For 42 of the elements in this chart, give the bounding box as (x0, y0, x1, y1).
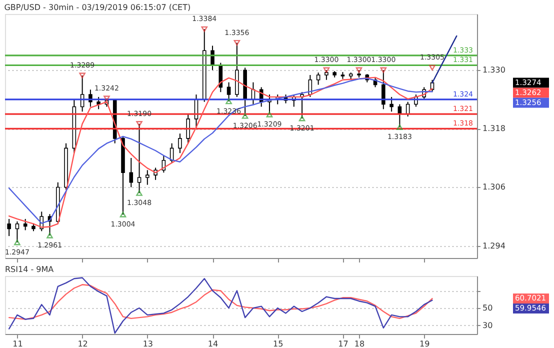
point (201, 26, 208, 32)
y-tick-label: 1.294 (482, 241, 506, 250)
x-tick-label: 14 (208, 340, 218, 348)
point (242, 113, 248, 119)
line-series (8, 284, 433, 320)
candlestick (178, 133, 182, 154)
x-tick-label: 18 (354, 340, 365, 348)
point (396, 124, 403, 130)
chart-title: GBP/USD - 30min - 03/19/2019 06:15:07 (CET) (4, 3, 191, 12)
candlestick (7, 218, 11, 237)
x-tick-label: 15 (273, 340, 284, 348)
point (104, 96, 110, 102)
point (136, 120, 142, 127)
x-tick-label: 11 (12, 340, 23, 348)
candlestick (186, 114, 190, 144)
point (266, 112, 273, 118)
y-tick-label: 1.330 (482, 66, 506, 75)
candlestick (129, 157, 134, 188)
y-tick-label: 1.318 (482, 124, 506, 134)
point (79, 72, 86, 78)
point (323, 67, 330, 73)
point (136, 190, 142, 196)
chart-title: RSI14 - 9MA (5, 265, 54, 274)
point (46, 232, 53, 238)
y-tick-label: 50 (482, 304, 493, 313)
point (226, 98, 232, 104)
candlestick (390, 96, 394, 112)
x-tick-label: 13 (142, 340, 154, 348)
point (356, 67, 362, 73)
point (120, 212, 126, 218)
candlestick (316, 72, 320, 86)
point (380, 67, 387, 73)
point (298, 116, 306, 122)
line-series (8, 277, 433, 334)
point (14, 240, 20, 246)
x-tick-label: 19 (420, 340, 430, 348)
candlestick (146, 170, 150, 186)
y-tick-label: 30 (482, 320, 493, 330)
x-tick-label: 17 (338, 340, 348, 348)
x-tick-label: 12 (78, 340, 88, 348)
y-tick-label: 1.306 (482, 182, 506, 192)
point (234, 40, 240, 46)
